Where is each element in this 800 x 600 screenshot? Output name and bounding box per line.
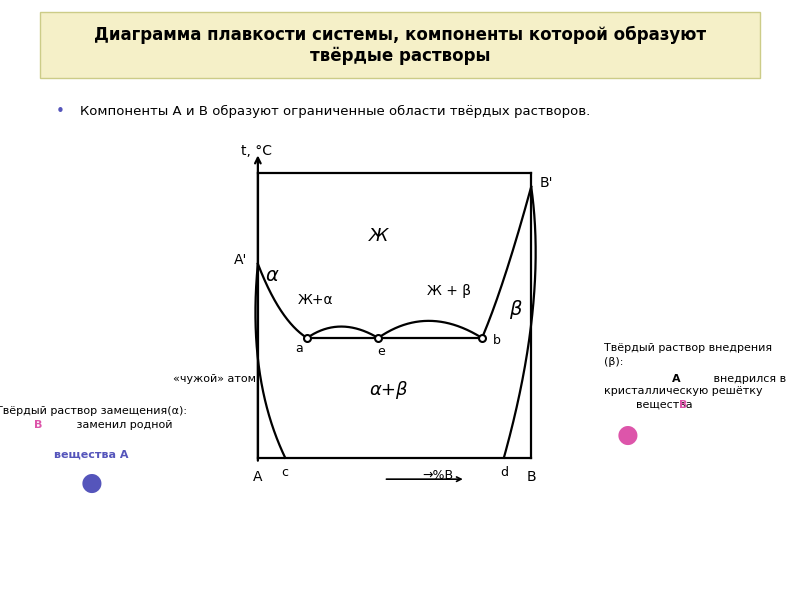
Text: В: В [34,421,42,430]
Text: В: В [679,400,687,410]
Text: ●: ● [81,471,103,495]
Text: β: β [509,300,521,319]
Text: α+β: α+β [370,381,408,399]
Text: ●: ● [617,423,639,447]
FancyBboxPatch shape [40,12,760,78]
Text: Ж: Ж [369,227,388,245]
Text: c: c [282,466,289,479]
Text: a: a [295,342,302,355]
Text: Компоненты А и В образуют ограниченные области твёрдых растворов.: Компоненты А и В образуют ограниченные о… [80,104,590,118]
Text: А: А [672,374,681,384]
Text: внедрился в: внедрился в [710,374,786,384]
Text: B: B [526,470,536,484]
Text: кристаллическую решётку: кристаллическую решётку [604,386,762,395]
Text: Твёрдый раствор замещения(α):: Твёрдый раствор замещения(α): [0,406,187,416]
Text: α: α [265,266,278,285]
Text: заменил родной: заменил родной [73,421,172,430]
Text: b: b [493,334,501,347]
Text: Ж + β: Ж + β [427,284,471,298]
Text: A: A [253,470,262,484]
Text: •: • [56,103,65,119]
Text: →%B: →%B [422,469,453,482]
Text: Ж+α: Ж+α [298,293,333,307]
Text: B': B' [539,176,553,190]
Text: d: d [500,466,508,479]
Text: A': A' [234,253,247,267]
Text: e: e [377,345,385,358]
Text: t, °C: t, °C [242,145,273,158]
Text: «чужой» атом: «чужой» атом [173,374,259,384]
Text: вещества: вещества [636,400,696,410]
Text: Диаграмма плавкости системы, компоненты которой образуют
твёрдые растворы: Диаграмма плавкости системы, компоненты … [94,25,706,65]
Text: Твёрдый раствор внедрения: Твёрдый раствор внедрения [604,343,772,353]
Text: вещества А: вещества А [54,449,128,459]
Text: (β):: (β): [604,357,623,367]
